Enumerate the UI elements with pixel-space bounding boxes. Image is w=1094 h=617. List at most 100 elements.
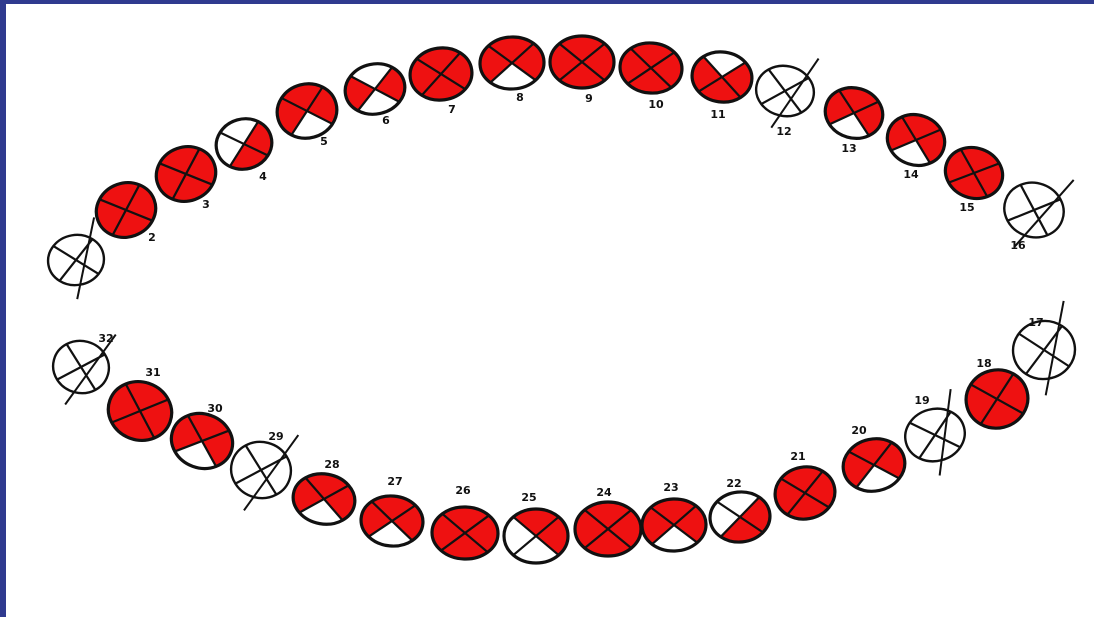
missing-tooth-slash (1044, 300, 1065, 396)
tooth-upper-3 (154, 145, 218, 203)
tooth-lower-12 (291, 472, 357, 526)
tooth-number-label: 3 (202, 198, 210, 211)
surface-top (650, 499, 696, 525)
tooth-border (359, 494, 425, 548)
surface-top (66, 340, 105, 367)
surface-bottom (299, 499, 343, 525)
surface-right (202, 430, 233, 467)
surface-right (512, 43, 544, 81)
tooth-lower-13 (229, 434, 300, 511)
tooth-lower-3 (904, 388, 966, 476)
tooth-number-label: 32 (98, 332, 113, 345)
surface-divider (760, 77, 810, 105)
tooth-upper-4 (214, 117, 274, 171)
tooth-upper-9 (548, 34, 616, 90)
tooth-upper-16 (1003, 179, 1075, 248)
surface-divider (719, 496, 761, 538)
surface-left (171, 415, 202, 452)
tooth-lower-5 (773, 465, 837, 521)
surface-bottom (627, 68, 672, 94)
missing-tooth-slash (770, 57, 820, 129)
tooth-number-label: 17 (1028, 316, 1043, 329)
surface-top (584, 502, 632, 529)
tooth-border (823, 86, 885, 140)
missing-tooth-slash (64, 334, 117, 406)
tooth-number-label: 23 (663, 481, 678, 494)
surface-top (513, 508, 559, 536)
tooth-number-label: 6 (382, 114, 390, 127)
surface-bottom (584, 529, 632, 556)
tooth-upper-10 (618, 41, 684, 95)
surface-top (768, 65, 809, 91)
surface-top (371, 495, 416, 521)
surface-right (324, 485, 355, 521)
tooth-border (841, 437, 907, 493)
tooth-number-label: 9 (585, 92, 593, 105)
missing-tooth-slash (243, 434, 300, 511)
tooth-upper-2 (94, 181, 158, 239)
surface-top (245, 441, 287, 470)
surface-left (775, 478, 805, 515)
missing-tooth-slash (1013, 179, 1075, 248)
surface-left (53, 344, 81, 380)
surface-right (536, 516, 569, 556)
surface-divider (1025, 325, 1063, 375)
tooth-number-label: 7 (448, 103, 456, 116)
surface-divider (855, 441, 893, 489)
surface-top (416, 47, 461, 74)
surface-divider (56, 353, 106, 381)
surface-left (48, 246, 76, 281)
surface-bottom (57, 367, 96, 394)
surface-top (717, 491, 760, 517)
surface-right (805, 471, 835, 508)
tooth-upper-15 (943, 145, 1005, 201)
surface-divider (111, 184, 141, 236)
surface-bottom (229, 144, 268, 170)
tooth-border (408, 46, 474, 102)
tooth-number-label: 28 (324, 458, 339, 471)
tooth-lower-11 (359, 494, 425, 548)
tooth-lower-1 (1011, 300, 1077, 396)
tooth-number-label: 12 (776, 125, 791, 138)
tooth-number-label: 22 (726, 477, 741, 490)
surface-divider (171, 148, 201, 200)
surface-top (305, 473, 349, 499)
surface-top (281, 83, 323, 111)
surface-bottom (368, 521, 413, 547)
tooth-number-label: 27 (387, 475, 402, 488)
surface-left (575, 509, 608, 549)
tooth-border (773, 465, 837, 521)
surface-bottom (357, 89, 400, 115)
surface-left (96, 199, 126, 236)
tooth-border (502, 507, 570, 565)
tooth-border (214, 117, 274, 171)
tooth-upper-8 (478, 35, 546, 91)
surface-divider (918, 411, 952, 459)
surface-right (997, 373, 1028, 414)
surface-right (582, 43, 614, 81)
surface-left (432, 513, 465, 551)
dental-chart-panel: 2 3 4 5 6 7 8 9 10 11 12 13 14 15 16 17 18 19 20 21 22 23 24 25… (6, 4, 1094, 617)
surface-bottom (787, 493, 830, 520)
surface-right (392, 505, 423, 541)
surface-divider (583, 509, 633, 549)
surface-left (1004, 184, 1034, 221)
surface-divider (298, 484, 350, 514)
tooth-border (94, 181, 158, 239)
surface-divider (558, 42, 606, 82)
tooth-number-label: 18 (976, 357, 991, 370)
tooth-number-label: 5 (320, 135, 328, 148)
surface-bottom (720, 517, 763, 543)
tooth-border (548, 34, 616, 90)
tooth-border (478, 35, 546, 91)
tooth-border (169, 411, 235, 471)
surface-left (480, 45, 512, 83)
tooth-number-label: 11 (710, 108, 725, 121)
surface-left (692, 56, 722, 92)
tooth-upper-6 (343, 62, 407, 116)
tooth-border (430, 505, 500, 561)
tooth-lower-8 (573, 500, 643, 558)
surface-bottom (652, 525, 698, 551)
surface-left (345, 76, 375, 111)
surface-bottom (421, 74, 466, 101)
